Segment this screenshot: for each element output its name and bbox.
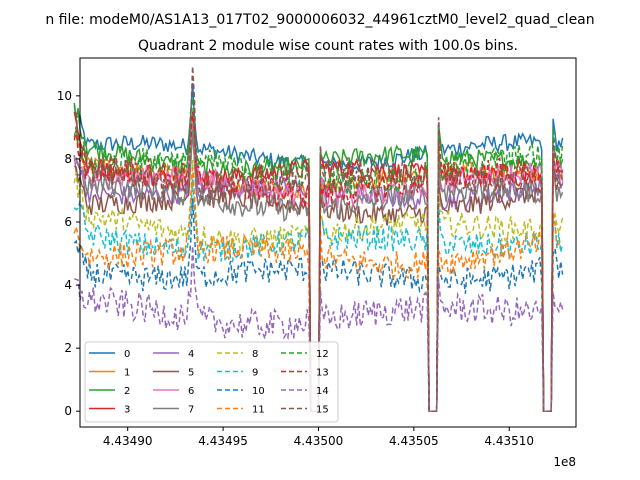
chart-title: Quadrant 2 module wise count rates with … [138,38,518,54]
axes-frame [79,57,577,428]
y-tick-label: 8 [64,152,72,166]
legend-box [84,341,339,423]
legend-label-15: 15 [316,405,329,416]
legend-label-5: 5 [188,368,194,379]
legend-label-6: 6 [188,386,194,397]
series-line-12 [73,98,564,412]
y-tick-label: 2 [64,341,72,355]
legend-label-8: 8 [252,349,258,360]
legend-label-2: 2 [124,386,130,397]
legend-label-14: 14 [316,386,329,397]
x-tick-label: 4.43505 [389,434,439,448]
y-tick-label: 6 [64,215,72,229]
x-offset-label: 1e8 [553,455,576,469]
x-tick-label: 4.43490 [103,434,153,448]
x-tick-label: 4.43510 [484,434,534,448]
legend-label-12: 12 [316,349,329,360]
legend-label-13: 13 [316,368,329,379]
legend-label-11: 11 [252,405,265,416]
legend-label-10: 10 [252,386,265,397]
legend-label-1: 1 [124,368,130,379]
legend-label-9: 9 [252,368,258,379]
y-axis: 0 2 4 6 8 10 [57,89,80,418]
x-tick-label: 4.43500 [294,434,344,448]
y-tick-label: 10 [57,89,72,103]
series-line-9 [73,179,564,412]
y-tick-label: 4 [64,278,72,292]
legend-label-7: 7 [188,405,194,416]
legend-label-4: 4 [188,349,194,360]
y-tick-label: 0 [64,404,72,418]
x-tick-label: 4.43495 [198,434,248,448]
x-axis: 4.43490 4.43495 4.43500 4.43505 4.43510 [103,427,534,448]
figure-suptitle: n file: modeM0/AS1A13_017T02_9000006032_… [45,12,594,28]
legend-label-3: 3 [124,405,130,416]
legend-label-0: 0 [124,349,130,360]
